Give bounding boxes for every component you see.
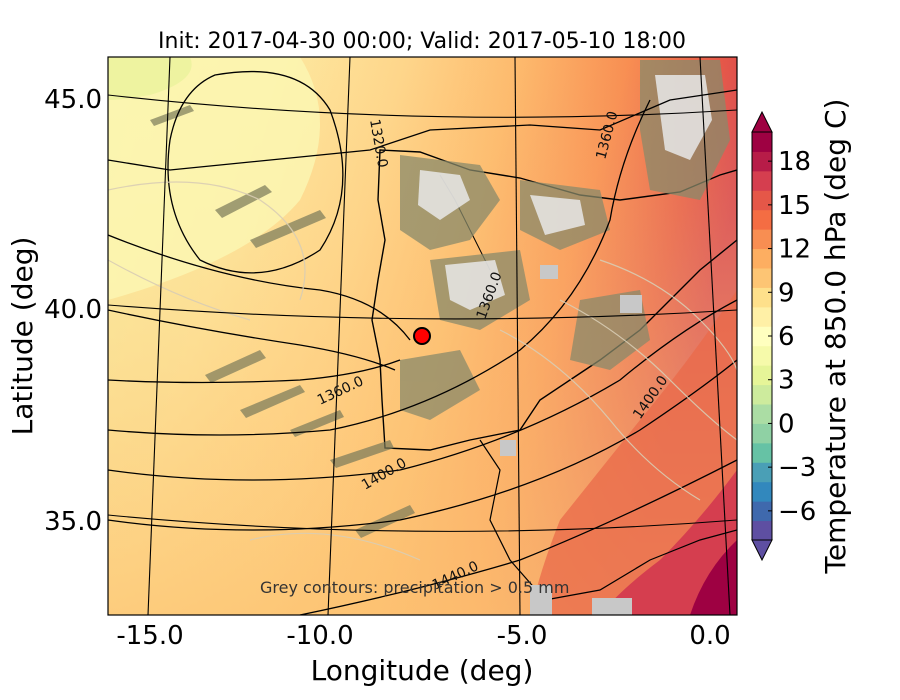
chart-title: Init: 2017-04-30 00:00; Valid: 2017-05-1… (158, 29, 686, 54)
hottest-region (690, 540, 737, 615)
colorbar-bin (752, 345, 772, 366)
temperature-isolines (108, 181, 737, 561)
colorbar-bin (752, 404, 772, 424)
x-axis-label: Longitude (deg) (311, 654, 534, 687)
colorbar-bin (752, 423, 772, 444)
precipitation-note: Grey contours: precipitation > 0.5 mm (260, 578, 569, 597)
x-tick-label: 0.0 (689, 621, 730, 651)
y-ticks: 45.0 40.0 35.0 (44, 85, 102, 537)
colorbar-bin (752, 190, 772, 211)
colorbar-bin (752, 326, 772, 347)
geopotential-contours (108, 70, 737, 615)
precipitation-streaks (150, 105, 415, 538)
colorbar-extend-top (751, 110, 773, 133)
colorbar-tick-label: 9 (778, 278, 795, 308)
coastline-africa (479, 439, 546, 601)
cool-region-core (108, 57, 192, 100)
colorbar-bin (752, 306, 772, 327)
colorbar-tick-label: 3 (778, 366, 795, 396)
colorbar-bin (752, 365, 772, 386)
colorbar-tick-label: 6 (778, 322, 795, 352)
precipitation-patches (500, 265, 642, 615)
hot-region (600, 470, 737, 615)
colorbar-bin (752, 268, 772, 288)
colorbar-bin (752, 384, 772, 405)
colorbar-tick-label: 18 (778, 147, 811, 177)
colorbar-extend-bottom (751, 539, 773, 562)
y-tick-label: 45.0 (44, 85, 102, 115)
colorbar-tick-label: 15 (778, 191, 811, 221)
colorbar-bin (752, 287, 772, 308)
colorbar-tick-label: 12 (778, 235, 811, 265)
coastline-africa-east (544, 529, 737, 601)
x-ticks: -15.0 -10.0 -5.0 0.0 (116, 621, 730, 651)
colorbar-tick-label: −6 (778, 497, 816, 527)
colorbar-tick-label: 0 (778, 409, 795, 439)
colorbar-bin (752, 442, 772, 463)
location-marker (413, 327, 431, 345)
colorbar-bin (752, 520, 772, 541)
colorbar-bin (752, 462, 772, 483)
y-tick-label: 40.0 (44, 295, 102, 325)
colorbar-bin (752, 209, 772, 230)
colorbar-bin (752, 229, 772, 250)
colorbar: 18 15 12 9 6 3 0 −3 −6 (751, 110, 816, 562)
colorbar-bin (752, 501, 772, 522)
x-tick-label: -5.0 (497, 621, 548, 651)
map-panel: 1320.0 1360.0 1360.0 1360.0 1400.0 1400.… (108, 57, 737, 615)
colorbar-bin (752, 170, 772, 191)
graticule (108, 57, 737, 615)
colorbar-label: Temperature at 850.0 hPa (deg C) (819, 99, 852, 575)
colorbar-bin (752, 481, 772, 502)
map-frame (107, 56, 738, 616)
x-tick-label: -15.0 (116, 621, 183, 651)
colorbar-bin (752, 248, 772, 269)
colorbar-tick-label: −3 (778, 453, 816, 483)
colorbar-bin (752, 132, 772, 152)
y-axis-label: Latitude (deg) (6, 237, 39, 436)
y-tick-label: 35.0 (44, 507, 102, 537)
colorbar-bin (752, 151, 772, 172)
x-tick-label: -10.0 (286, 621, 353, 651)
